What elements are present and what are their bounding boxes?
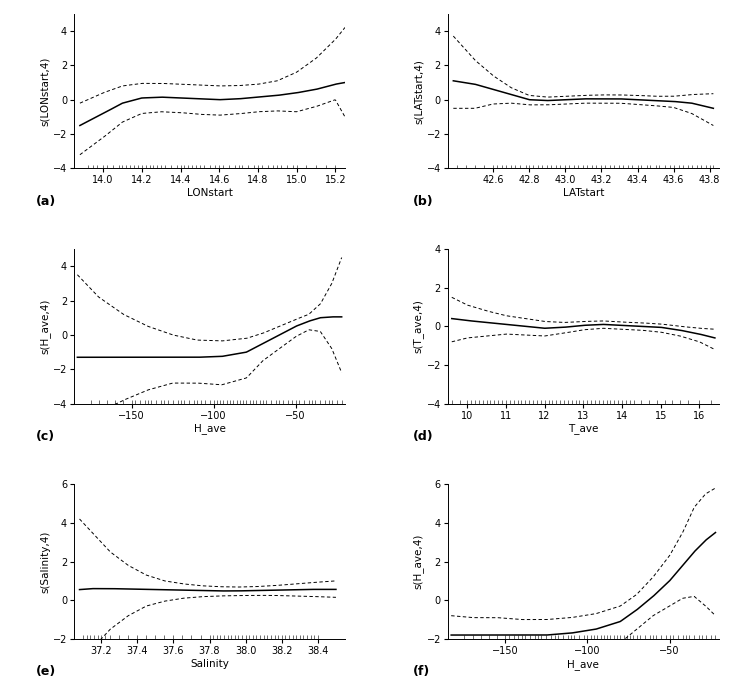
Y-axis label: s(H_ave,4): s(H_ave,4) (39, 299, 50, 354)
Text: (e): (e) (36, 665, 56, 678)
X-axis label: LONstart: LONstart (187, 188, 233, 199)
Y-axis label: s(LATstart,4): s(LATstart,4) (413, 58, 424, 124)
X-axis label: LATstart: LATstart (562, 188, 604, 199)
X-axis label: H_ave: H_ave (568, 659, 599, 670)
Y-axis label: s(LONstart,4): s(LONstart,4) (40, 56, 50, 126)
Text: (f): (f) (413, 665, 430, 678)
X-axis label: Salinity: Salinity (190, 659, 229, 668)
X-axis label: T_ave: T_ave (568, 423, 599, 434)
X-axis label: H_ave: H_ave (193, 423, 225, 434)
Text: (d): (d) (413, 430, 433, 443)
Y-axis label: s(T_ave,4): s(T_ave,4) (413, 300, 424, 353)
Text: (b): (b) (413, 195, 433, 207)
Y-axis label: s(H_ave,4): s(H_ave,4) (413, 534, 424, 589)
Y-axis label: s(Salinity,4): s(Salinity,4) (40, 530, 50, 593)
Text: (a): (a) (36, 195, 56, 207)
Text: (c): (c) (36, 430, 56, 443)
